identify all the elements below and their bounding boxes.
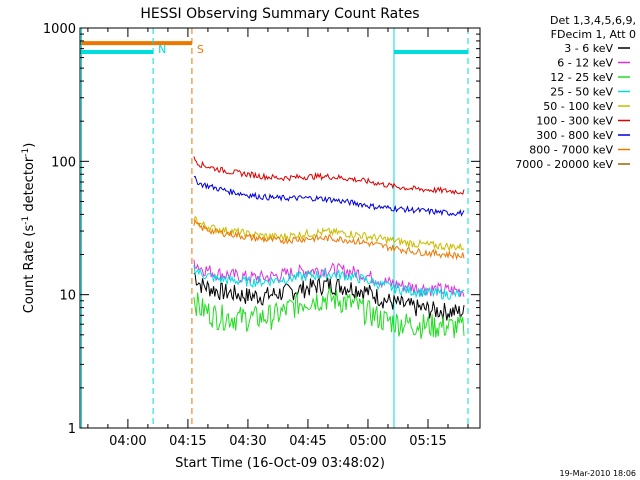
legend-label-8: 7000 - 20000 keV (515, 158, 613, 171)
plot-frame (79, 27, 481, 429)
legend: Det 1,3,4,5,6,9, FDecim 1, Att 0 3 - 6 k… (515, 14, 636, 171)
x-tick-label-1: 04:15 (169, 434, 206, 449)
y-axis-label: Count Rate (s-1 detector-1) (21, 143, 37, 314)
legend-label-4: 50 - 100 keV (543, 100, 613, 113)
legend-header-line-1: Det 1,3,4,5,6,9, (550, 14, 636, 27)
legend-label-0: 3 - 6 keV (564, 42, 613, 55)
attenuator-bars (80, 41, 468, 55)
series-layer (193, 156, 465, 339)
event-line-label-1: S (197, 43, 204, 56)
legend-label-5: 100 - 300 keV (536, 115, 613, 128)
x-axis-label: Start Time (16-Oct-09 03:48:02) (175, 456, 385, 471)
event-line-label-0: N (158, 43, 166, 56)
legend-label-3: 25 - 50 keV (550, 86, 613, 99)
series-line-7 (193, 218, 465, 261)
x-tick-label-4: 05:00 (349, 434, 386, 449)
y-tick-label-1: 10 (59, 289, 76, 304)
footer-date: 19-Mar-2010 18:06 (560, 469, 637, 478)
x-tick-label-5: 05:15 (409, 434, 446, 449)
x-tick-label-2: 04:30 (229, 434, 266, 449)
y-tick-label-2: 100 (51, 155, 76, 170)
series-line-5 (193, 156, 465, 195)
series-line-6 (193, 175, 465, 217)
x-tick-label-3: 04:45 (289, 434, 326, 449)
chart-title: HESSI Observing Summary Count Rates (140, 6, 419, 22)
axes: 04:00 04:15 04:30 04:45 05:00 05:15 1 10 100 1000 (43, 22, 480, 449)
y-tick-label-3: 1000 (43, 22, 76, 37)
legend-label-6: 300 - 800 keV (536, 129, 613, 142)
series-line-4 (193, 215, 465, 253)
x-tick-label-0: 04:00 (109, 434, 146, 449)
series-line-3 (193, 264, 465, 301)
legend-header-line-2: FDecim 1, Att 0 (551, 28, 636, 41)
y-tick-label-0: 1 (68, 422, 76, 437)
legend-label-7: 800 - 7000 keV (529, 144, 613, 157)
legend-label-2: 12 - 25 keV (550, 71, 613, 84)
series-line-2 (193, 285, 465, 339)
legend-label-1: 6 - 12 keV (557, 57, 613, 70)
